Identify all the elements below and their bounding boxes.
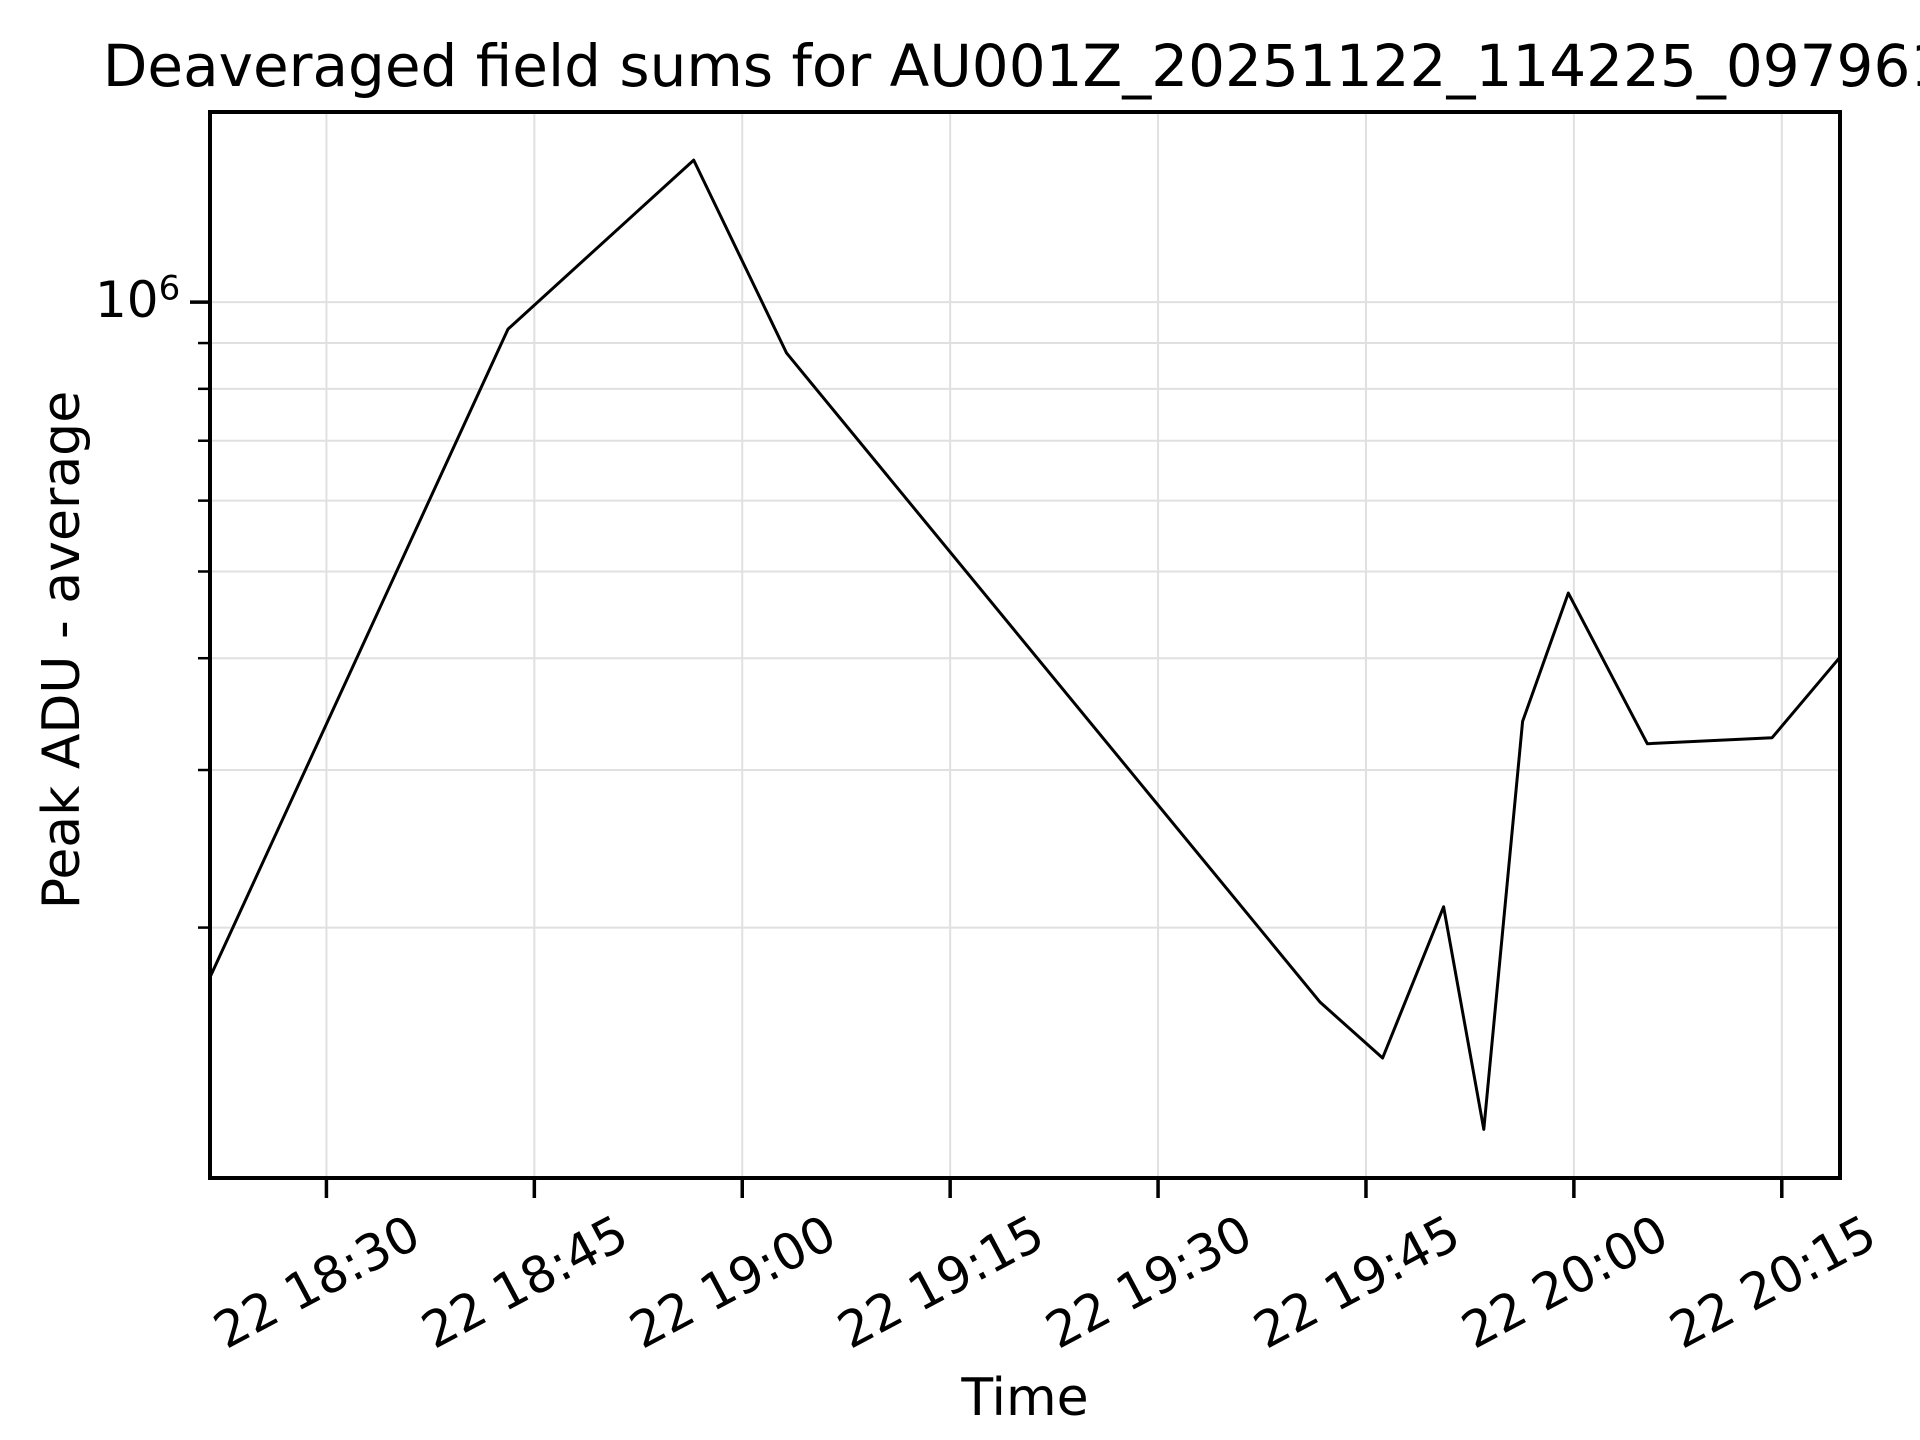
y-tick-label-base: 10 — [95, 271, 159, 329]
y-tick-label-1e6: 106 — [95, 268, 180, 332]
data-line — [208, 158, 1842, 1131]
y-axis-label: Peak ADU - average — [32, 390, 92, 910]
y-tick-label-exponent: 6 — [158, 268, 181, 309]
axes-spines — [208, 110, 1842, 1180]
chart-title: Deaveraged field sums for AU001Z_2025112… — [102, 32, 1920, 100]
x-axis-label: Time — [961, 1368, 1089, 1428]
